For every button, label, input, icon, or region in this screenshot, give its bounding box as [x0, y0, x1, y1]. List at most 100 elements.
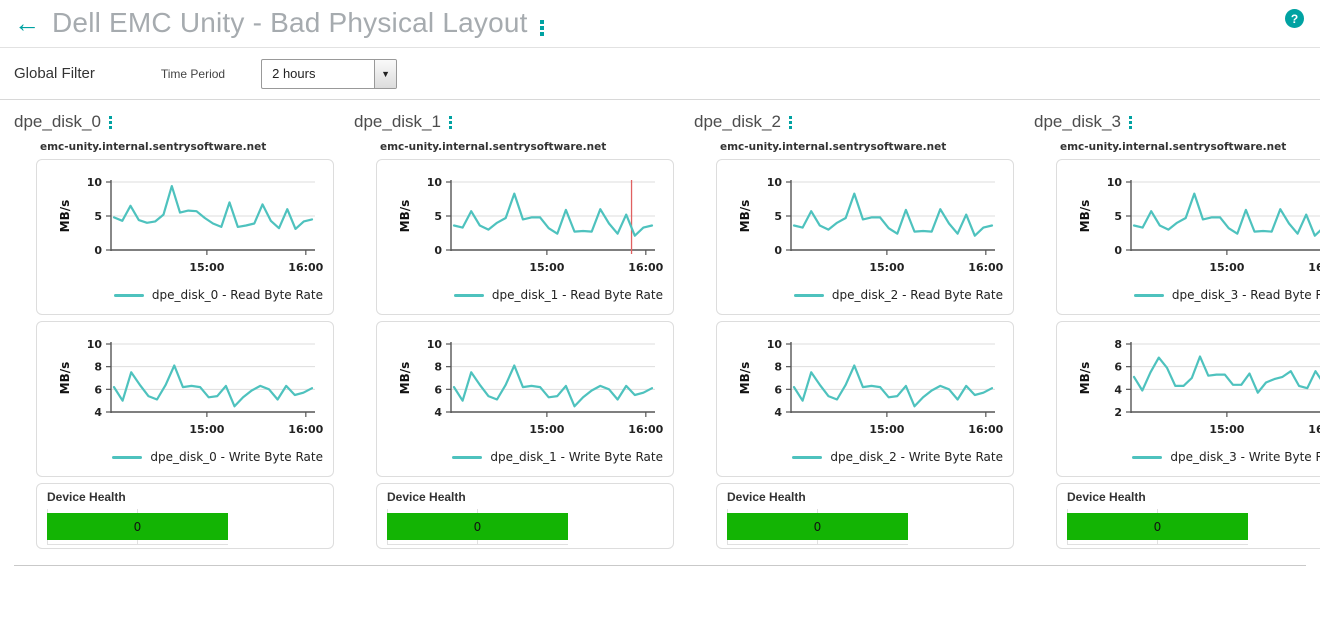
write-byte-rate-chart: 4 6 8 10 MB/s 15:00 16:00 [39, 332, 331, 436]
svg-text:2: 2 [1114, 406, 1122, 419]
device-health-label: Device Health [727, 490, 806, 504]
write-chart-card: 2 4 6 8 MB/s 15:00 16:00 dpe_disk_3 - Write By… [1056, 321, 1320, 477]
panel-kebab-menu-icon[interactable] [448, 116, 452, 129]
write-chart-card: 4 6 8 10 MB/s 15:00 16:00 dpe_disk_1 - Write B… [376, 321, 674, 477]
svg-text:5: 5 [94, 210, 102, 223]
panel-kebab-menu-icon[interactable] [1128, 116, 1132, 129]
svg-text:4: 4 [1114, 383, 1122, 396]
read-legend-label: dpe_disk_2 - Read Byte Rate [831, 288, 1003, 302]
panel-host: emc-unity.internal.sentrysoftware.net [40, 141, 267, 153]
legend-line-swatch [453, 293, 484, 297]
svg-text:MB/s: MB/s [1078, 362, 1092, 395]
write-chart-legend: dpe_disk_3 - Write Byte Rate [1059, 436, 1320, 466]
read-byte-rate-chart: 0 5 10 MB/s 15:00 16:00 [39, 170, 331, 274]
svg-text:16:00: 16:00 [1308, 423, 1320, 436]
read-chart-legend: dpe_disk_0 - Read Byte Rate [39, 274, 331, 304]
svg-text:10: 10 [767, 338, 783, 351]
disk-panel: dpe_disk_0 emc-unity.internal.sentrysoft… [14, 112, 334, 549]
svg-text:15:00: 15:00 [869, 261, 904, 274]
device-health-label: Device Health [47, 490, 126, 504]
svg-text:15:00: 15:00 [869, 423, 904, 436]
panel-kebab-menu-icon[interactable] [108, 116, 112, 129]
svg-text:15:00: 15:00 [529, 423, 564, 436]
svg-text:10: 10 [427, 176, 443, 189]
device-health-label: Device Health [1067, 490, 1146, 504]
svg-text:4: 4 [774, 406, 782, 419]
svg-text:10: 10 [87, 176, 103, 189]
read-chart-card: 0 5 10 MB/s 15:00 16:00 dpe_disk_2 - Read Byt… [716, 159, 1014, 315]
read-chart-legend: dpe_disk_3 - Read Byte Rate [1059, 274, 1320, 304]
bottom-divider [14, 565, 1306, 566]
svg-text:MB/s: MB/s [738, 200, 752, 233]
device-health-label: Device Health [387, 490, 466, 504]
svg-text:8: 8 [434, 361, 442, 374]
chevron-down-icon: ▼ [374, 59, 397, 88]
svg-text:MB/s: MB/s [1078, 200, 1092, 233]
panel-title: dpe_disk_1 [354, 112, 441, 131]
back-arrow-icon[interactable]: ← [14, 7, 40, 38]
svg-text:8: 8 [774, 361, 782, 374]
svg-text:0: 0 [1114, 244, 1122, 257]
read-chart-legend: dpe_disk_2 - Read Byte Rate [719, 274, 1011, 304]
svg-text:10: 10 [87, 338, 103, 351]
device-health-value: 0 [813, 519, 822, 534]
svg-text:0: 0 [774, 244, 782, 257]
device-health-card: Device Health 0 [36, 483, 334, 549]
panel-host: emc-unity.internal.sentrysoftware.net [380, 141, 607, 153]
device-health-value: 0 [1153, 519, 1162, 534]
svg-text:MB/s: MB/s [738, 362, 752, 395]
help-icon[interactable]: ? [1285, 9, 1304, 28]
device-health-value: 0 [133, 519, 142, 534]
svg-text:6: 6 [94, 383, 102, 396]
svg-text:16:00: 16:00 [628, 423, 663, 436]
write-byte-rate-chart: 4 6 8 10 MB/s 15:00 16:00 [719, 332, 1011, 436]
svg-text:10: 10 [767, 176, 783, 189]
read-chart-legend: dpe_disk_1 - Read Byte Rate [379, 274, 671, 304]
read-legend-label: dpe_disk_0 - Read Byte Rate [151, 288, 323, 302]
global-filter-bar: Global Filter Time Period 2 hours ▼ [0, 48, 1320, 100]
device-health-card: Device Health 0 [376, 483, 674, 549]
read-byte-rate-chart: 0 5 10 MB/s 15:00 16:00 [1059, 170, 1320, 274]
write-chart-legend: dpe_disk_0 - Write Byte Rate [39, 436, 331, 466]
svg-text:MB/s: MB/s [398, 200, 412, 233]
time-period-select[interactable]: 2 hours ▼ [261, 58, 398, 89]
write-legend-label: dpe_disk_3 - Write Byte Rate [1170, 450, 1320, 464]
svg-text:4: 4 [94, 406, 102, 419]
device-health-chart: 0 [1067, 509, 1248, 545]
panel-kebab-menu-icon[interactable] [788, 116, 792, 129]
svg-text:16:00: 16:00 [968, 423, 1003, 436]
device-health-value: 0 [473, 519, 482, 534]
device-health-bar: 0 [727, 513, 908, 540]
legend-line-swatch [792, 455, 823, 459]
write-legend-label: dpe_disk_1 - Write Byte Rate [490, 450, 663, 464]
read-chart-card: 0 5 10 MB/s 15:00 16:00 dpe_disk_3 - Read Byt… [1056, 159, 1320, 315]
panel-host: emc-unity.internal.sentrysoftware.net [1060, 141, 1287, 153]
svg-text:10: 10 [1107, 176, 1123, 189]
svg-text:16:00: 16:00 [1308, 261, 1320, 274]
svg-text:16:00: 16:00 [288, 261, 323, 274]
time-period-label: Time Period [160, 66, 226, 81]
write-byte-rate-chart: 2 4 6 8 MB/s 15:00 16:00 [1059, 332, 1320, 436]
page-title: Dell EMC Unity - Bad Physical Layout [52, 6, 528, 38]
svg-text:8: 8 [1114, 338, 1122, 351]
device-health-card: Device Health 0 [1056, 483, 1320, 549]
read-legend-label: dpe_disk_3 - Read Byte Rate [1171, 288, 1320, 302]
device-health-card: Device Health 0 [716, 483, 1014, 549]
svg-text:8: 8 [94, 361, 102, 374]
read-byte-rate-chart: 0 5 10 MB/s 15:00 16:00 [719, 170, 1011, 274]
svg-text:10: 10 [427, 338, 443, 351]
svg-text:15:00: 15:00 [189, 423, 224, 436]
panel-title: dpe_disk_3 [1034, 112, 1121, 131]
write-chart-legend: dpe_disk_2 - Write Byte Rate [719, 436, 1011, 466]
legend-line-swatch [1132, 455, 1163, 459]
write-chart-card: 4 6 8 10 MB/s 15:00 16:00 dpe_disk_2 - Write B… [716, 321, 1014, 477]
svg-text:16:00: 16:00 [968, 261, 1003, 274]
title-kebab-menu-icon[interactable] [539, 19, 544, 36]
read-chart-card: 0 5 10 MB/s 15:00 16:00 dpe_disk_1 - Read Byt… [376, 159, 674, 315]
legend-line-swatch [112, 455, 143, 459]
time-period-value: 2 hours [272, 66, 316, 81]
device-health-chart: 0 [47, 509, 228, 545]
svg-text:15:00: 15:00 [189, 261, 224, 274]
disk-panel: dpe_disk_2 emc-unity.internal.sentrysoft… [694, 112, 1014, 549]
legend-line-swatch [113, 293, 144, 297]
